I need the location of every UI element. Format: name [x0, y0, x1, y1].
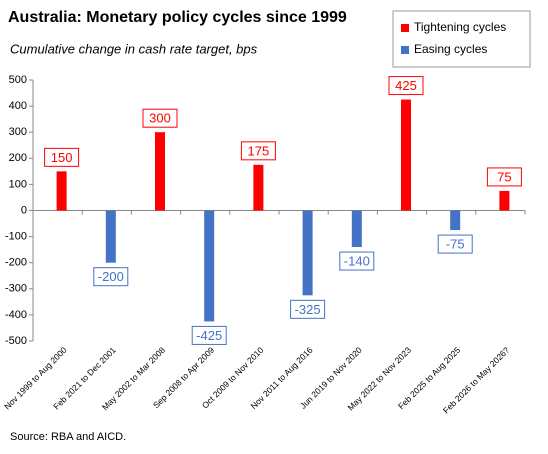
y-tick-label: 400 [9, 100, 27, 112]
chart-title: Australia: Monetary policy cycles since … [8, 9, 347, 26]
bar [204, 210, 215, 322]
bar [499, 190, 510, 211]
data-label-box [388, 76, 424, 96]
data-label-box [339, 251, 375, 271]
bar [56, 171, 67, 211]
y-tick-label: -200 [5, 257, 27, 269]
data-label-box [44, 147, 80, 167]
data-label: 175 [248, 143, 270, 158]
data-label: 425 [395, 78, 417, 93]
data-label: 300 [149, 111, 171, 126]
chart-subtitle: Cumulative change in cash rate target, b… [10, 41, 258, 56]
y-tick-label: 0 [21, 204, 27, 216]
bar [450, 210, 461, 231]
data-label-box [240, 141, 276, 161]
data-label: -140 [344, 253, 370, 268]
y-tick-label: 100 [9, 178, 27, 190]
data-label: -200 [98, 269, 124, 284]
legend-box [392, 10, 531, 68]
legend-label: Tightening cycles [414, 20, 506, 34]
data-label: 150 [51, 150, 73, 165]
data-label: -75 [446, 237, 465, 252]
bar [302, 210, 313, 296]
y-tick-label: 200 [9, 152, 27, 164]
y-tick-label: -100 [5, 231, 27, 243]
y-tick-label: -500 [5, 335, 27, 347]
y-tick-label: 500 [9, 74, 27, 86]
data-label-box [191, 325, 227, 345]
source-note: Source: RBA and AICD. [10, 431, 126, 443]
data-label-box [93, 267, 129, 287]
y-tick-label: -400 [5, 309, 27, 321]
bar [155, 132, 165, 211]
y-tick-label: 300 [9, 126, 27, 138]
data-label: 75 [497, 169, 511, 184]
legend-swatch [401, 46, 409, 54]
legend-swatch [401, 24, 409, 32]
bar [253, 164, 264, 211]
data-label: -325 [295, 302, 321, 317]
data-label-box [142, 108, 178, 128]
data-label-box [437, 234, 473, 254]
data-label-box [290, 299, 326, 319]
legend-label: Easing cycles [414, 42, 487, 56]
bar [351, 210, 362, 248]
data-label: -425 [196, 328, 222, 343]
bar [401, 99, 411, 211]
y-tick-label: -300 [5, 283, 27, 295]
data-label-box [486, 167, 522, 187]
bar [105, 210, 116, 263]
